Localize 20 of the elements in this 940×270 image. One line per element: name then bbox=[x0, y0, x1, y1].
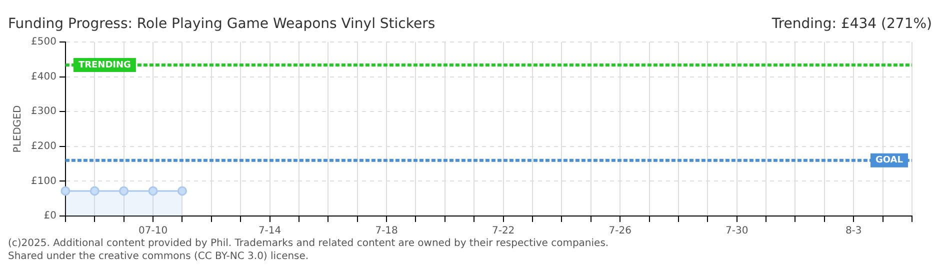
x-tick-label: 7-26 bbox=[608, 226, 632, 237]
chart-subtitle: Trending: £434 (271%) bbox=[770, 16, 932, 32]
x-tick-label: 7-14 bbox=[258, 226, 282, 237]
y-tick-label: £200 bbox=[30, 140, 56, 152]
chart-title: Funding Progress: Role Playing Game Weapons Vinyl Stickers bbox=[8, 16, 436, 32]
x-tick-label: 7-30 bbox=[726, 226, 748, 237]
text: (c)2025. Additional content provided by Phil. Trademarks and related content are owned by their respective companies. bbox=[8, 238, 609, 249]
y-tick-label: £0 bbox=[44, 210, 56, 222]
x-tick-label: 8-3 bbox=[845, 226, 862, 237]
y-tick-label: £100 bbox=[30, 176, 56, 187]
y-tick-label: £400 bbox=[30, 71, 56, 82]
ref-line-label: TRENDING bbox=[78, 60, 131, 70]
text: Shared under the creative commons (CC BY-NC 3.0) license. bbox=[8, 251, 309, 262]
y-tick-label: £500 bbox=[30, 36, 56, 48]
y-tick-label: £300 bbox=[30, 106, 56, 118]
x-tick-label: 7-22 bbox=[492, 226, 515, 237]
ref-line-label: GOAL bbox=[876, 156, 904, 166]
x-tick-label: 7-18 bbox=[375, 226, 398, 237]
y-axis-title: PLEDGED bbox=[12, 105, 24, 153]
x-tick-label: 07-10 bbox=[138, 226, 168, 237]
